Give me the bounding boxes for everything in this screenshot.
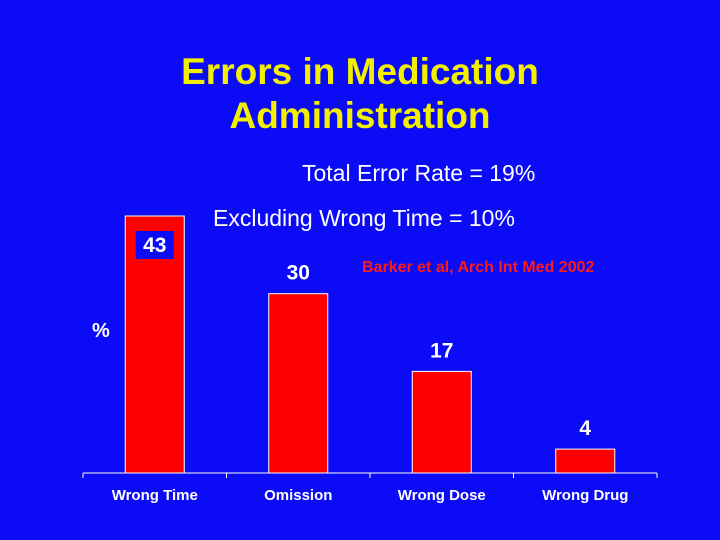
citation: Barker et al, Arch Int Med 2002 (362, 259, 595, 276)
data-label: 4 (579, 417, 591, 440)
bar-wrong-dose (411, 370, 472, 474)
x-tick-label: Wrong Drug (542, 487, 628, 504)
x-tick-label: Wrong Dose (398, 487, 486, 504)
x-tick-label: Wrong Time (112, 487, 198, 504)
bar-omission (268, 293, 329, 474)
bar-wrong-drug (555, 448, 616, 474)
chart-title: Errors in Medication Administration (0, 50, 720, 138)
data-label-box (135, 231, 174, 259)
total-error-rate-subtitle: Total Error Rate = 19% (302, 160, 536, 186)
chart-title-line-1: Errors in Medication (181, 51, 539, 92)
data-label: 43 (143, 234, 166, 257)
chart-title-line-2: Administration (229, 95, 491, 136)
y-axis-label: % (92, 320, 110, 342)
data-label: 30 (287, 262, 310, 285)
excluding-wrong-time-subtitle: Excluding Wrong Time = 10% (213, 205, 515, 231)
data-label: 17 (430, 339, 453, 362)
x-tick-label: Omission (264, 487, 332, 504)
